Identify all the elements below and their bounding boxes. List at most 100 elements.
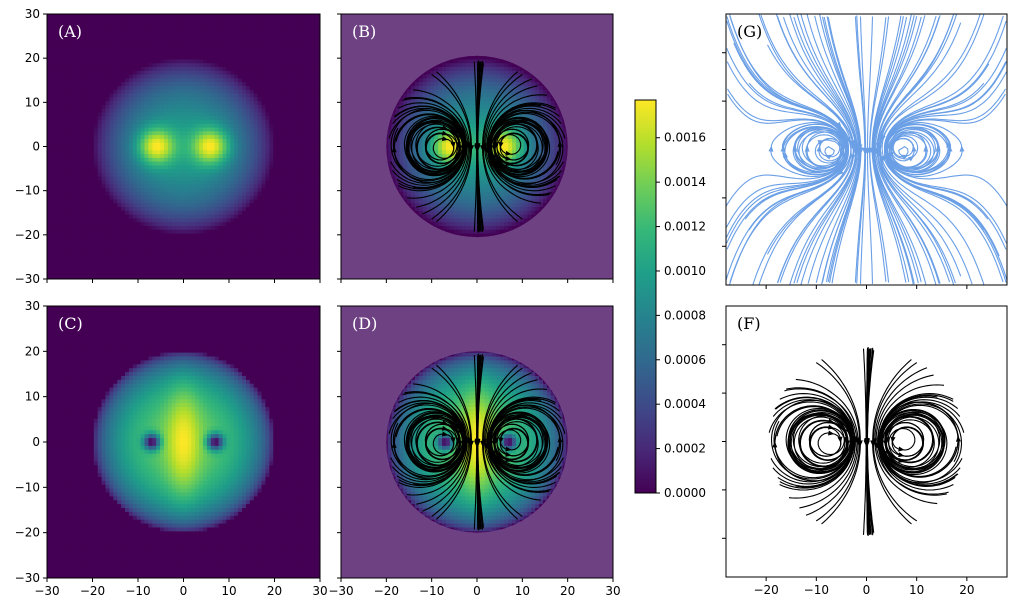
panel-a-cell bbox=[171, 252, 177, 257]
panel-a-cell bbox=[210, 135, 216, 140]
panel-a-cell bbox=[300, 203, 305, 208]
panel-a-cell bbox=[50, 233, 56, 238]
panel-a-cell bbox=[308, 89, 313, 95]
panel-a-cell bbox=[164, 25, 169, 30]
panel-a-cell bbox=[152, 241, 157, 246]
panel-a-cell bbox=[288, 199, 294, 204]
panel-a-cell bbox=[58, 173, 64, 178]
panel-a-cell bbox=[62, 17, 68, 23]
panel-a-cell bbox=[70, 89, 75, 95]
panel-a-cell bbox=[89, 180, 95, 185]
panel-a-cell bbox=[284, 233, 290, 238]
panel-a-cell bbox=[206, 271, 212, 276]
panel-a-cell bbox=[187, 207, 192, 212]
panel-a-cell bbox=[128, 222, 134, 227]
panel-a-cell bbox=[195, 67, 200, 72]
panel-a-cell bbox=[269, 203, 274, 208]
panel-a-cell bbox=[109, 14, 114, 19]
panel-a-cell bbox=[210, 233, 216, 238]
panel-a-cell bbox=[300, 104, 305, 110]
panel-a-cell bbox=[70, 248, 75, 254]
panel-a-cell bbox=[292, 165, 298, 170]
panel-a-cell bbox=[132, 25, 138, 30]
panel-a-cell bbox=[296, 233, 302, 238]
panel-a-cell bbox=[273, 191, 278, 197]
panel-a-cell bbox=[66, 184, 71, 189]
panel-a-cell bbox=[316, 275, 320, 279]
panel-a-cell bbox=[269, 165, 274, 170]
panel-a-cell bbox=[58, 25, 64, 30]
panel-a-cell bbox=[82, 226, 87, 231]
panel-a-cell bbox=[214, 180, 220, 185]
panel-a-cell bbox=[249, 29, 255, 34]
panel-a-cell bbox=[62, 142, 68, 148]
panel-a-cell bbox=[132, 237, 138, 242]
panel-a-cell bbox=[206, 188, 212, 193]
panel-a-cell bbox=[265, 85, 270, 91]
panel-a-cell bbox=[171, 51, 177, 57]
panel-a-cell bbox=[171, 188, 177, 193]
panel-a-cell bbox=[214, 14, 220, 19]
panel-a-cell bbox=[281, 85, 286, 91]
panel-a-cell bbox=[144, 260, 149, 265]
panel-a-cell bbox=[167, 17, 173, 23]
panel-a-cell bbox=[171, 237, 177, 242]
panel-a-cell bbox=[253, 51, 259, 57]
panel-a-cell bbox=[249, 260, 255, 265]
panel-a-cell bbox=[214, 142, 220, 148]
panel-a-cell bbox=[300, 210, 305, 216]
panel-a-cell bbox=[66, 127, 71, 132]
panel-a-cell bbox=[132, 222, 138, 227]
panel-a-cell bbox=[144, 207, 149, 212]
panel-a-cell bbox=[93, 142, 99, 148]
panel-a-cell bbox=[113, 271, 118, 276]
panel-a-cell bbox=[242, 97, 247, 102]
panel-a-cell bbox=[62, 123, 68, 129]
panel-a-cell bbox=[218, 157, 224, 163]
panel-a-cell bbox=[199, 161, 204, 167]
panel-a-cell bbox=[121, 195, 126, 201]
panel-a-cell bbox=[257, 70, 263, 76]
panel-a-cell bbox=[245, 146, 251, 151]
panel-a-cell bbox=[93, 40, 99, 45]
panel-a-cell bbox=[312, 203, 317, 208]
panel-a-cell bbox=[62, 44, 68, 49]
panel-a-cell bbox=[50, 184, 56, 189]
panel-a-cell bbox=[195, 116, 200, 121]
panel-a-cell bbox=[226, 93, 231, 98]
panel-a-cell bbox=[199, 116, 204, 121]
panel-a-cell bbox=[273, 44, 278, 49]
panel-a-cell bbox=[179, 48, 185, 53]
panel-a-cell bbox=[128, 165, 134, 170]
panel-a-cell bbox=[222, 233, 227, 238]
panel-a-cell bbox=[50, 191, 56, 197]
panel-a-cell bbox=[288, 195, 294, 201]
panel-a-cell bbox=[249, 135, 255, 140]
panel-a-cell bbox=[101, 101, 107, 106]
panel-a-cell bbox=[121, 222, 126, 227]
panel-a-cell bbox=[195, 161, 200, 167]
panel-a-cell bbox=[50, 157, 56, 163]
panel-a-cell bbox=[136, 154, 142, 159]
panel-a-label: (A) bbox=[58, 22, 82, 41]
panel-a-cell bbox=[164, 120, 169, 125]
panel-a-cell bbox=[140, 51, 146, 57]
panel-a-cell bbox=[242, 180, 247, 185]
panel-a-cell bbox=[296, 85, 302, 91]
panel-a-cell bbox=[284, 55, 290, 61]
panel-a-cell bbox=[242, 135, 247, 140]
panel-a-cell bbox=[74, 82, 79, 87]
panel-a-cell bbox=[156, 237, 161, 242]
panel-a-cell bbox=[199, 25, 204, 30]
panel-a-cell bbox=[175, 70, 181, 76]
panel-a-cell bbox=[249, 256, 255, 261]
panel-a-cell bbox=[70, 55, 75, 61]
panel-a-cell bbox=[245, 173, 251, 178]
panel-a-cell bbox=[47, 127, 52, 132]
panel-a-cell bbox=[66, 241, 71, 246]
panel-a-cell bbox=[74, 146, 79, 151]
panel-a-ytick-label: 10 bbox=[25, 95, 40, 109]
panel-a-cell bbox=[191, 184, 196, 189]
panel-a-cell bbox=[269, 248, 274, 254]
panel-a-cell bbox=[54, 252, 60, 257]
